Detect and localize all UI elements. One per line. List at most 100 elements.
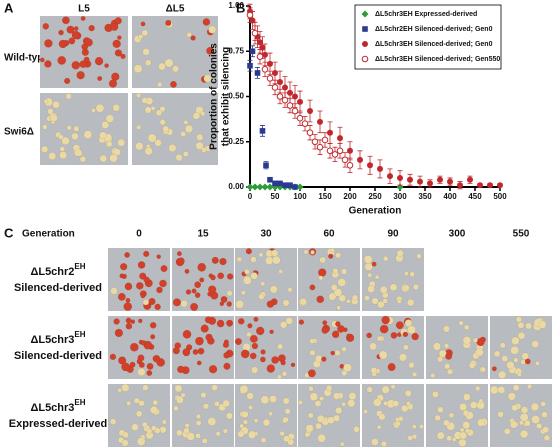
superscript: EH [74,330,85,339]
colony [265,256,274,265]
colony [197,347,205,355]
colony [335,321,341,327]
colony [377,300,385,309]
marker [317,118,323,125]
colony [174,384,183,393]
x-tick-label: 450 [468,192,482,201]
colony [309,338,315,344]
colony [459,402,467,411]
colony [110,22,119,31]
colony [194,292,201,298]
colony [176,365,185,374]
colony [104,63,109,68]
colony [381,385,390,394]
colony [526,383,533,390]
colony [239,384,249,394]
colony [376,335,383,342]
colony [162,125,170,133]
colony [117,292,126,301]
colony [83,56,90,63]
colony [137,261,146,269]
colony [341,370,348,377]
colony [463,324,470,331]
colony [71,61,81,70]
marker [457,182,463,189]
colony [251,366,259,374]
colony [192,349,199,355]
colony [341,268,348,275]
colony [242,419,249,425]
colony [317,433,326,443]
colony [117,35,122,40]
colony [347,399,356,408]
colony [234,338,242,346]
colony [407,298,415,307]
colony [371,438,379,446]
colony [95,103,105,113]
colony [543,434,550,442]
colony [129,361,136,368]
colony [241,410,249,418]
colony [326,384,333,392]
colony [249,352,257,360]
marker [254,70,261,76]
x-axis-label: Generation [349,206,402,217]
colony [143,250,150,257]
colony [172,65,179,73]
colony [150,106,156,111]
colony [203,74,212,83]
marker [296,114,304,122]
colony [195,141,204,150]
marker [487,182,493,189]
colony [328,253,334,259]
colony [336,305,342,311]
colony [308,386,314,392]
colony [299,298,307,306]
colony [125,317,132,324]
colony [403,284,410,292]
x-tick-label: 250 [368,192,382,201]
marker [336,147,344,155]
colony [204,316,212,324]
colony [348,392,357,401]
colony [149,322,157,329]
colony [156,254,161,259]
colony [150,334,156,340]
colony [367,285,375,293]
marker [261,66,269,73]
colony [131,423,139,431]
colony [62,16,70,25]
marker [282,182,288,188]
marker [326,147,334,155]
colony [468,362,476,369]
colony [446,435,452,442]
colony [282,416,289,423]
colony [145,59,152,66]
colony [519,429,529,439]
marker [346,161,354,169]
colony [476,338,485,347]
colony [437,406,444,413]
colony [409,271,415,278]
colony [281,371,288,377]
colony [378,350,388,360]
colony [65,93,72,100]
colony [141,421,148,428]
colony [462,421,471,430]
marker [246,183,254,191]
marker [267,176,273,183]
legend-label: ΔL5chr3EH Silenced-derived; Gen550 [375,56,500,63]
colony [136,437,146,446]
colony [351,294,359,301]
colony [215,431,221,437]
colony [383,400,389,406]
y-axis-label: that exhibit silencing [221,47,232,146]
colony [173,405,179,411]
colony [138,400,145,407]
colony [195,420,202,426]
colony [379,324,389,334]
colony [48,152,57,161]
colony [369,342,377,351]
colony [400,404,409,413]
colony [363,409,368,414]
